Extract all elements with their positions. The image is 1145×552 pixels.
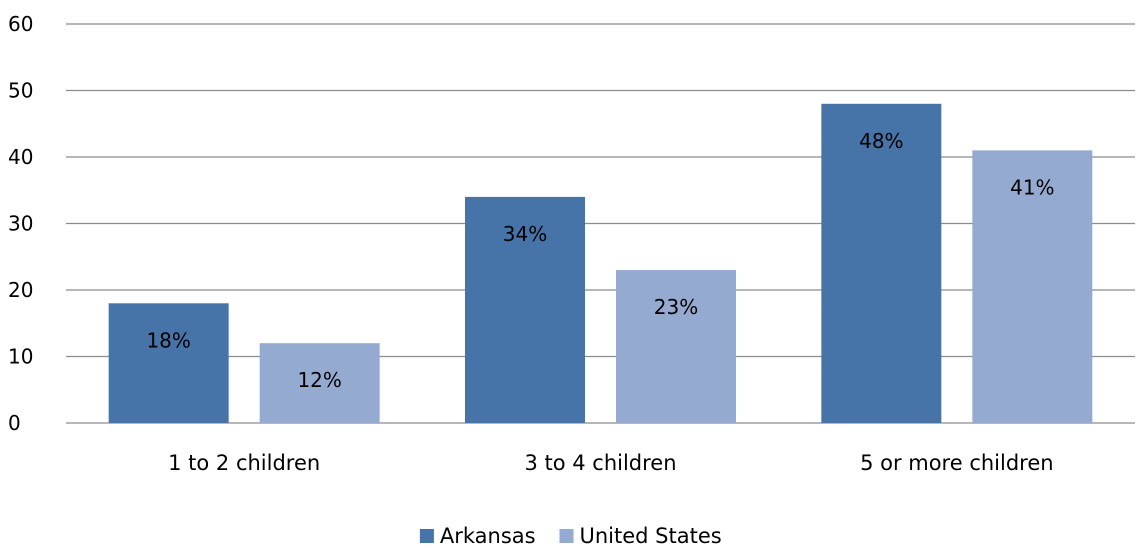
legend: Arkansas United States: [419, 524, 722, 548]
y-tick-label-10: 10: [8, 345, 33, 369]
bar-arkansas-2: [465, 196, 585, 423]
legend-swatch-united-states: [559, 529, 574, 543]
x-axis-categories: 1 to 2 children 3 to 4 children 5 or more …: [168, 451, 1053, 475]
legend-swatch-arkansas: [419, 529, 434, 543]
data-label-arkansas-1: 18%: [146, 328, 190, 352]
bar-arkansas-3: [821, 103, 942, 424]
legend-label-arkansas: Arkansas: [440, 524, 536, 548]
bar-united-states-2: [616, 270, 736, 423]
legend-label-united-states: United States: [580, 524, 722, 548]
data-label-united-states-2: 23%: [654, 295, 698, 319]
data-labels: 18% 12% 34% 23% 48% 41%: [146, 129, 1054, 392]
data-label-arkansas-2: 34%: [503, 222, 547, 246]
data-label-united-states-1: 12%: [297, 368, 341, 392]
y-tick-label-20: 20: [8, 278, 33, 302]
y-tick-label-60: 60: [8, 12, 33, 36]
y-tick-label-50: 50: [8, 79, 33, 103]
bar-arkansas-1: [108, 303, 229, 423]
category-label-2: 3 to 4 children: [524, 451, 676, 475]
bar-united-states-1: [259, 343, 380, 423]
category-label-1: 1 to 2 children: [168, 451, 320, 475]
data-label-united-states-3: 41%: [1010, 175, 1054, 199]
y-tick-label-40: 40: [8, 145, 33, 169]
y-tick-label-30: 30: [8, 212, 33, 236]
gridlines: [66, 23, 1135, 424]
y-axis-ticks: 0 10 20 30 40 50 60: [8, 12, 33, 435]
y-tick-label-0: 0: [8, 411, 21, 435]
bars: [108, 103, 1093, 424]
data-label-arkansas-3: 48%: [859, 129, 903, 153]
bar-united-states-3: [972, 150, 1093, 423]
category-label-3: 5 or more children: [860, 451, 1054, 475]
